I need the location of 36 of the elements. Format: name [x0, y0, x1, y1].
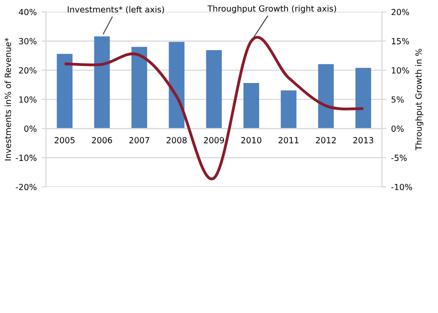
y2-tick-label: 0% — [392, 126, 404, 132]
y-tick-label: -10% — [16, 154, 37, 161]
y2-tick-label: 5% — [392, 96, 404, 103]
annotation: Investments* (left axis) — [68, 6, 164, 14]
y2-tick-label: 20% — [392, 8, 410, 16]
y-tick-label: 40% — [18, 8, 36, 16]
bar — [131, 46, 148, 129]
x-tick-label: 2013 — [353, 137, 374, 144]
y-tick-label: 30% — [19, 38, 36, 44]
x-tick-label: 2012 — [316, 137, 336, 144]
y-tick-label: 20% — [19, 67, 36, 74]
annotation: Throughput Growth (right axis) — [207, 5, 336, 14]
bar — [243, 83, 260, 129]
x-tick-label: 2010 — [241, 137, 262, 144]
bar — [206, 50, 222, 129]
y2-tick-label: 15% — [392, 38, 410, 44]
y2-tick-label: -10% — [391, 184, 412, 190]
bar — [280, 90, 296, 129]
bar — [94, 36, 110, 129]
y-tick-label: -20% — [16, 184, 37, 190]
x-tick-label: 2006 — [92, 137, 112, 144]
y2-tick-label: -5% — [391, 154, 407, 161]
x-tick-label: 2011 — [278, 137, 298, 144]
bar — [56, 54, 72, 129]
bar — [355, 68, 372, 129]
bar — [318, 64, 334, 129]
y-axis-title: Investments in% of Revenue* — [4, 38, 12, 160]
x-tick-label: 2008 — [166, 137, 187, 144]
y-tick-label: 10% — [19, 96, 36, 103]
y2-tick-label: 10% — [392, 67, 410, 74]
x-tick-label: 2007 — [129, 137, 150, 144]
x-tick-label: 2005 — [54, 137, 75, 144]
x-tick-label: 2009 — [204, 137, 224, 144]
y2-axis-title: Throughput Growth in % — [415, 48, 424, 150]
bar — [168, 42, 184, 129]
y-tick-label: 0% — [24, 126, 36, 132]
